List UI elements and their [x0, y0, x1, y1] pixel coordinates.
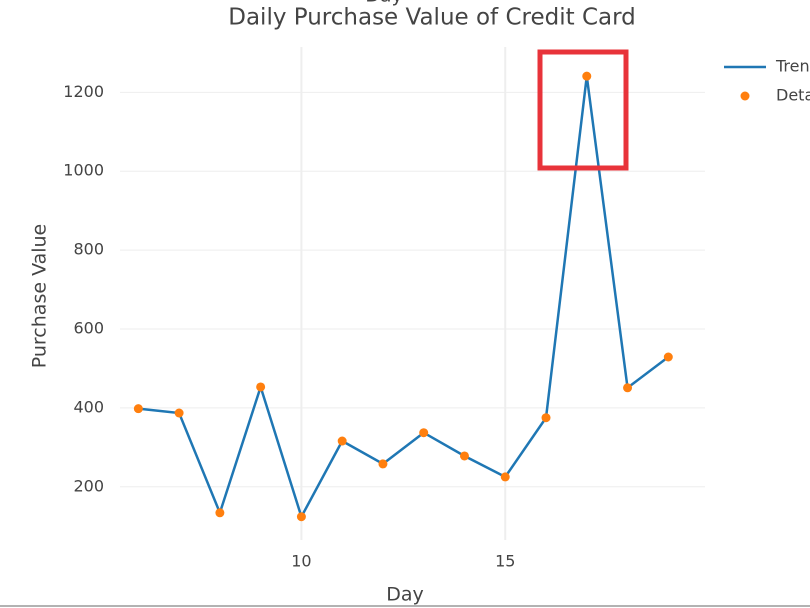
data-point: [296, 512, 306, 522]
legend-label: Details: [776, 86, 810, 105]
highlight-box: [537, 49, 629, 171]
data-point: [419, 428, 429, 438]
data-point: [541, 413, 551, 423]
data-point: [459, 451, 469, 461]
y-tick-label: 1000: [63, 161, 104, 180]
data-point: [256, 382, 266, 392]
chart-title: Daily Purchase Value of Credit Card: [228, 5, 636, 31]
data-point: [133, 404, 143, 414]
data-point: [378, 459, 388, 469]
marks: [133, 71, 673, 522]
legend: Trend Details: [724, 57, 810, 105]
x-axis-title: Day: [386, 584, 424, 606]
y-tick-label: 200: [73, 476, 104, 495]
trend-line: [138, 76, 670, 520]
top-label: Day: [365, 0, 403, 7]
legend-swatch: [740, 91, 750, 101]
data-point: [215, 508, 225, 518]
data-point: [663, 352, 673, 362]
y-tick-label: 1200: [63, 82, 104, 101]
x-tick-label: 15: [495, 552, 515, 571]
grid: 200 400 600 800 1000 1200 10 15: [63, 47, 705, 571]
data-point: [174, 408, 184, 418]
data-point: [337, 436, 347, 446]
data-point: [623, 383, 633, 393]
y-axis-title: Purchase Value: [29, 224, 51, 369]
data-point: [500, 472, 510, 482]
data-point: [582, 71, 592, 81]
y-tick-label: 800: [73, 240, 104, 259]
y-tick-label: 600: [73, 318, 104, 337]
legend-label: Trend: [775, 57, 810, 76]
x-tick-label: 10: [291, 552, 311, 571]
y-tick-label: 400: [73, 397, 104, 416]
